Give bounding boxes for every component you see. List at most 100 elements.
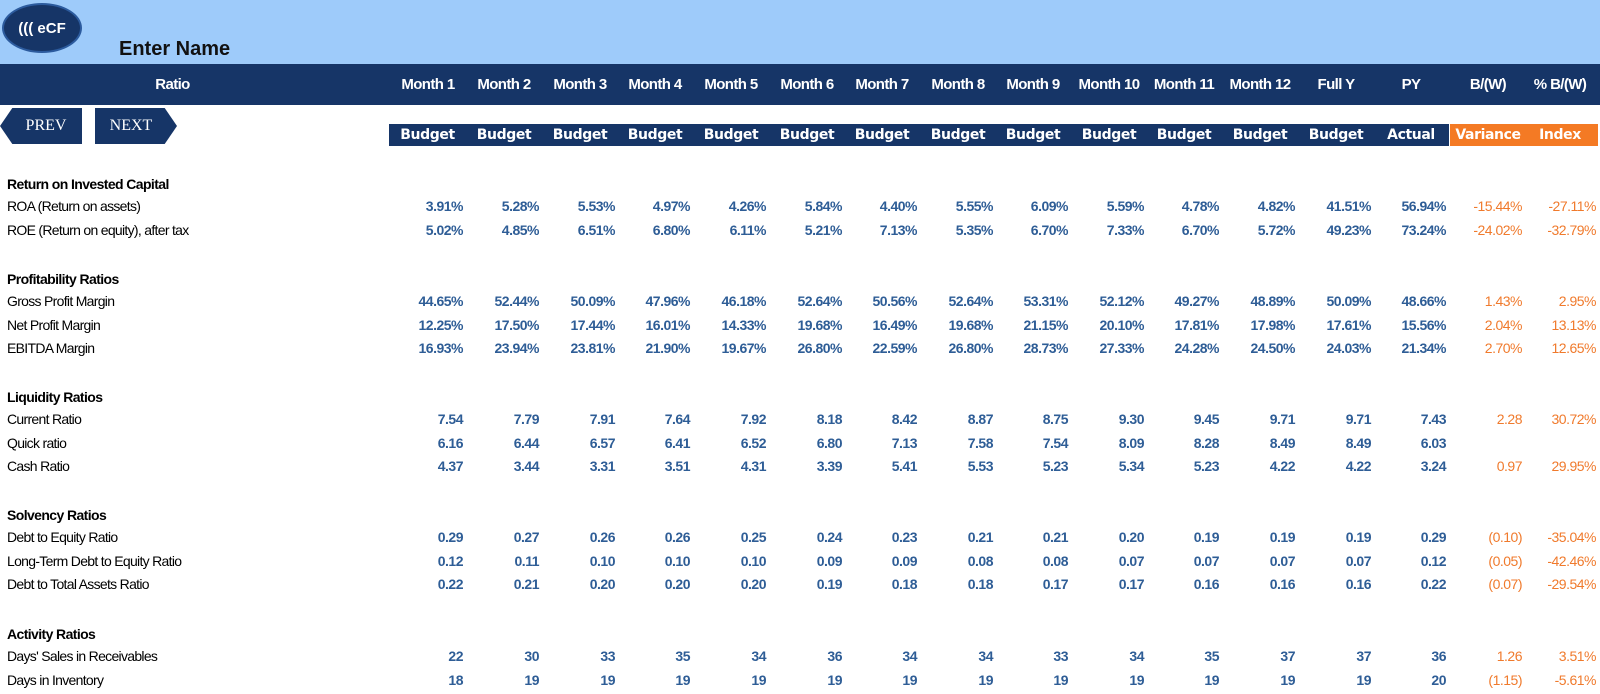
value-cell: 23.94% xyxy=(494,340,540,356)
value-cell: 0.16 xyxy=(1345,576,1372,592)
value-cell: 8.09 xyxy=(1118,434,1145,451)
section-title: Return on Invested Capital xyxy=(7,176,169,192)
prev-button[interactable]: PREV xyxy=(0,108,82,144)
value-cell: 21.90% xyxy=(645,340,691,356)
variance-cell: 1.43% xyxy=(1484,293,1523,309)
value-cell: 20.10% xyxy=(1099,316,1145,333)
value-cell: 19 xyxy=(978,671,993,688)
column-subheader-10: Budget xyxy=(1071,124,1147,146)
column-header-2: Month 2 xyxy=(477,76,531,93)
value-cell: 17.44% xyxy=(570,316,616,333)
index-cell: -5.61% xyxy=(1554,671,1597,688)
column-header-8: Month 8 xyxy=(931,76,985,93)
value-cell: 0.25 xyxy=(740,529,767,545)
value-cell: 3.44 xyxy=(513,458,540,474)
value-cell: 22 xyxy=(448,648,463,664)
row-label: Current Ratio xyxy=(7,411,82,427)
value-cell: 33 xyxy=(600,648,615,664)
value-cell: 37 xyxy=(1280,648,1295,664)
value-cell: 49.27% xyxy=(1174,293,1220,309)
company-name[interactable]: Enter Name xyxy=(119,38,231,60)
value-cell: 4.26% xyxy=(728,198,767,214)
value-cell: 30 xyxy=(524,648,539,664)
value-cell: 5.72% xyxy=(1257,221,1296,238)
next-button[interactable]: NEXT xyxy=(95,108,177,144)
value-cell: 7.33% xyxy=(1106,221,1145,238)
value-cell: 6.44 xyxy=(513,434,540,451)
value-cell: 0.10 xyxy=(589,552,616,569)
value-cell: 19 xyxy=(827,671,842,688)
row-label: ROE (Return on equity), after tax xyxy=(7,221,189,238)
value-cell: 6.80 xyxy=(816,434,843,451)
variance-cell: (0.07) xyxy=(1488,576,1522,592)
value-cell: 22.59% xyxy=(872,340,918,356)
section-title: Profitability Ratios xyxy=(7,271,119,287)
value-cell: 0.07 xyxy=(1193,552,1220,569)
value-cell: 23.81% xyxy=(570,340,616,356)
column-subheader-1: Budget xyxy=(389,124,466,146)
index-cell: 29.95% xyxy=(1551,458,1597,474)
value-cell: 21.15% xyxy=(1023,316,1069,333)
value-cell: 5.53 xyxy=(967,458,994,474)
column-subheader-14: Actual xyxy=(1373,124,1449,146)
value-cell: 16.01% xyxy=(645,316,691,333)
value-cell: 8.28 xyxy=(1193,434,1220,451)
value-cell: 26.80% xyxy=(797,340,843,356)
value-cell: 0.10 xyxy=(664,552,691,569)
value-cell: 3.39 xyxy=(816,458,843,474)
value-cell: 0.12 xyxy=(1420,552,1447,569)
column-header-13: Full Y xyxy=(1317,76,1356,93)
value-cell: 28.73% xyxy=(1023,340,1069,356)
value-cell: 19 xyxy=(600,671,615,688)
row-label: Debt to Equity Ratio xyxy=(7,529,118,545)
value-cell: 0.20 xyxy=(740,576,767,592)
column-header-16: % B/(W) xyxy=(1533,76,1587,93)
value-cell: 6.80% xyxy=(652,221,691,238)
value-cell: 5.34 xyxy=(1118,458,1145,474)
value-cell: 6.16 xyxy=(437,434,464,451)
value-cell: 34 xyxy=(902,648,917,664)
value-cell: 0.07 xyxy=(1345,552,1372,569)
value-cell: 7.58 xyxy=(967,434,994,451)
index-cell: 12.65% xyxy=(1551,340,1597,356)
value-cell: 4.97% xyxy=(652,198,691,214)
value-cell: 53.31% xyxy=(1023,293,1069,309)
value-cell: 6.51% xyxy=(577,221,616,238)
value-cell: 5.23 xyxy=(1042,458,1069,474)
value-cell: 56.94% xyxy=(1401,198,1447,214)
section-title: Liquidity Ratios xyxy=(7,389,103,405)
section-title: Solvency Ratios xyxy=(7,507,107,523)
index-cell: -27.11% xyxy=(1548,198,1596,214)
value-cell: 4.82% xyxy=(1257,198,1296,214)
value-cell: 26.80% xyxy=(948,340,994,356)
value-cell: 0.09 xyxy=(891,552,918,569)
value-cell: 8.87 xyxy=(967,411,994,427)
value-cell: 49.23% xyxy=(1326,221,1372,238)
value-cell: 7.91 xyxy=(589,411,616,427)
column-subheader-4: Budget xyxy=(617,124,693,146)
value-cell: 7.13 xyxy=(891,434,918,451)
row-label: Debt to Total Assets Ratio xyxy=(7,576,150,592)
value-cell: 8.75 xyxy=(1042,411,1069,427)
value-cell: 0.20 xyxy=(1118,529,1145,545)
value-cell: 5.59% xyxy=(1106,198,1145,214)
value-cell: 9.30 xyxy=(1118,411,1145,427)
row-label: Days' Sales in Receivables xyxy=(7,648,158,664)
value-cell: 0.11 xyxy=(514,552,540,569)
value-cell: 0.17 xyxy=(1042,576,1069,592)
value-cell: 0.08 xyxy=(967,552,994,569)
value-cell: 0.24 xyxy=(816,529,843,545)
value-cell: 0.19 xyxy=(816,576,843,592)
value-cell: 50.09% xyxy=(1326,293,1372,309)
value-cell: 6.57 xyxy=(589,434,616,451)
value-cell: 4.78% xyxy=(1181,198,1220,214)
row-label: ROA (Return on assets) xyxy=(7,198,141,214)
value-cell: 20 xyxy=(1431,671,1446,688)
value-cell: 0.18 xyxy=(967,576,994,592)
title-bar xyxy=(0,0,1600,64)
row-label: Quick ratio xyxy=(7,434,67,451)
column-header-9: Month 9 xyxy=(1006,76,1060,93)
value-cell: 33 xyxy=(1053,648,1068,664)
row-label: Cash Ratio xyxy=(7,458,70,474)
column-header-11: Month 11 xyxy=(1153,76,1215,93)
